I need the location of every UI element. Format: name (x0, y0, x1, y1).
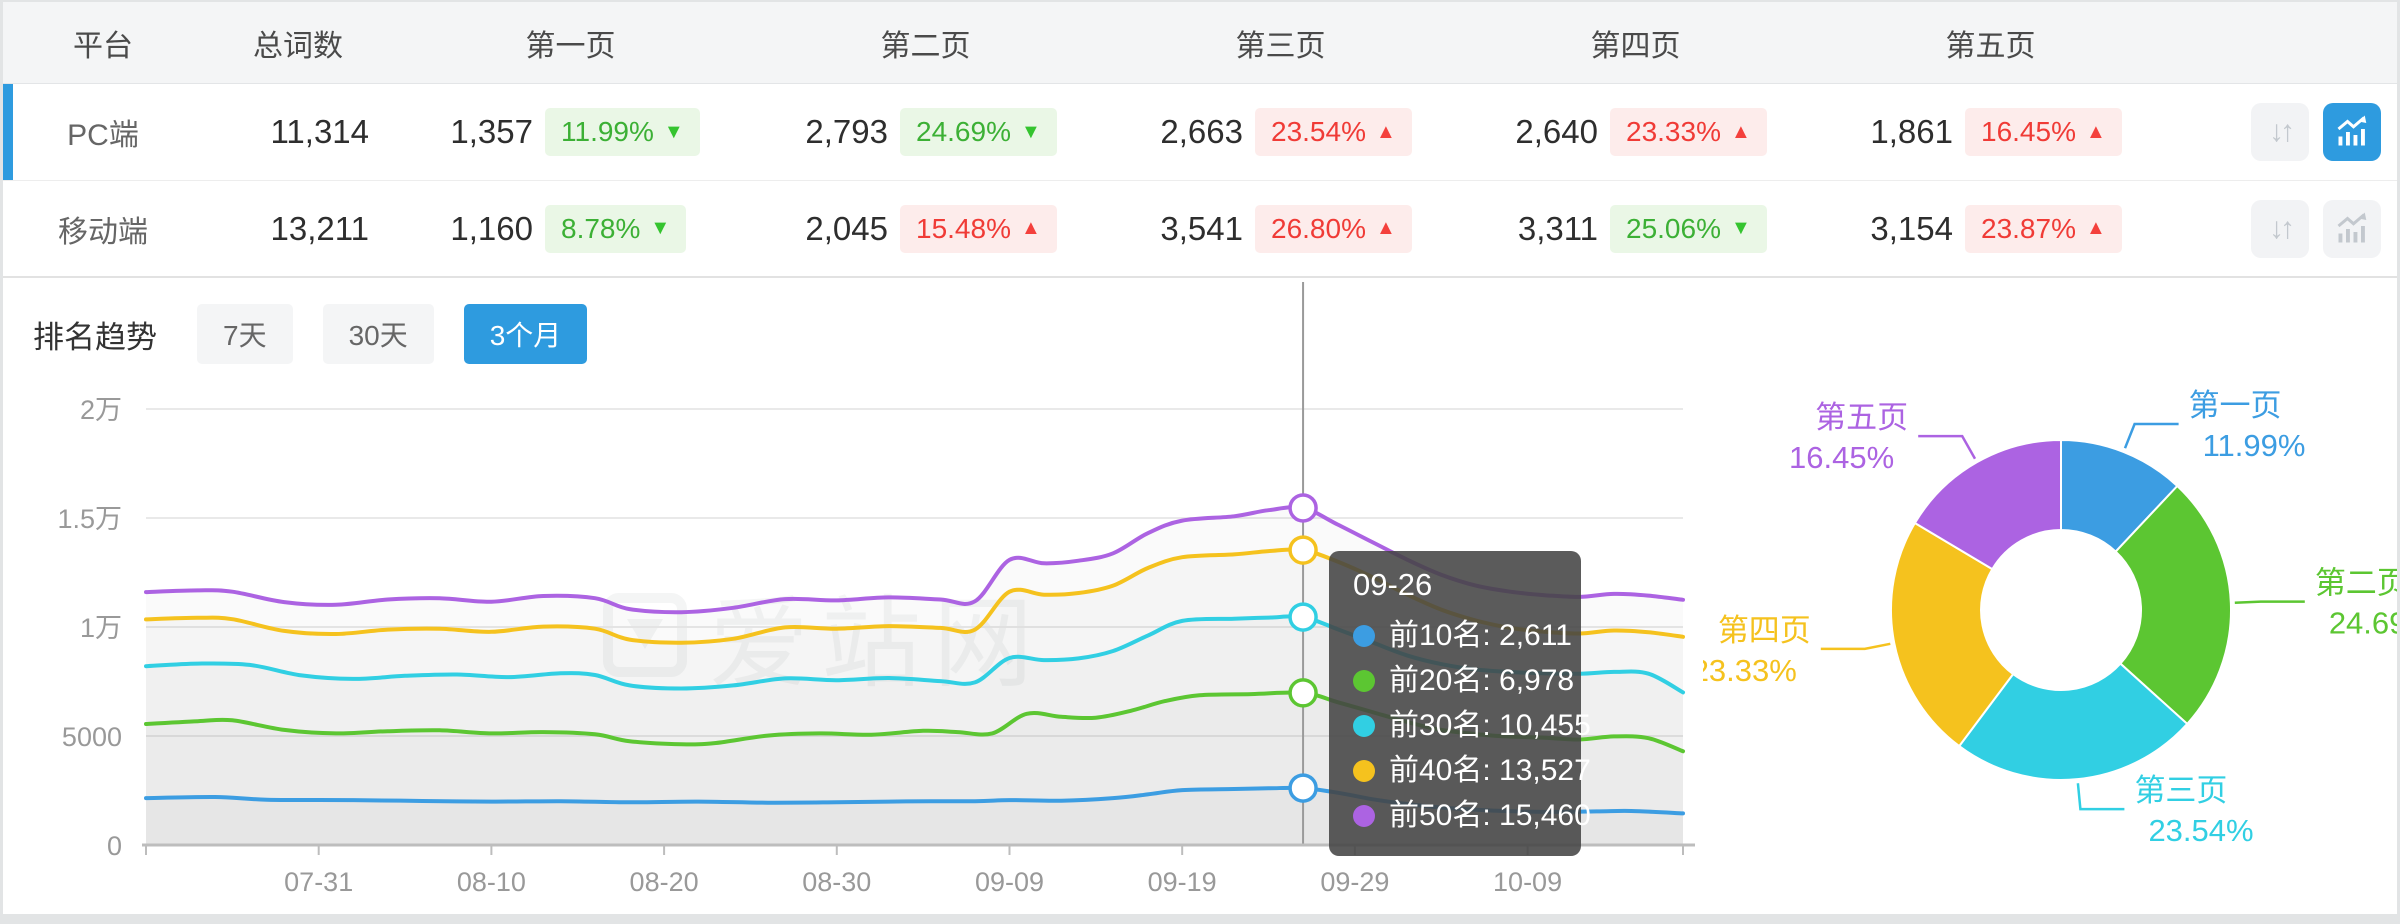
trend-title: 排名趋势 (33, 319, 157, 355)
trend-chart-button[interactable] (2323, 199, 2381, 258)
svg-text:第三页: 第三页 (2134, 773, 2227, 808)
svg-text:24.69%: 24.69% (2329, 606, 2397, 641)
page3-change-badge: 23.54% ▲ (1255, 108, 1412, 156)
series-dot-icon (1353, 714, 1375, 737)
trend-arrow-icon: ▲ (1730, 120, 1751, 143)
chart-trend-icon (2337, 212, 2367, 242)
series-dot-icon (1353, 804, 1375, 827)
svg-text:23.33%: 23.33% (1703, 653, 1797, 688)
svg-text:09-09: 09-09 (975, 867, 1044, 897)
svg-text:07-31: 07-31 (284, 867, 353, 897)
trend-arrow-icon: ▼ (1730, 217, 1751, 239)
page5-count: 3,154 (1870, 209, 1953, 247)
svg-text:11.99%: 11.99% (2203, 428, 2306, 463)
svg-text:第二页: 第二页 (2315, 566, 2397, 601)
trend-arrow-icon: ▲ (1020, 217, 1041, 239)
page4-change-badge: 23.33% ▲ (1610, 108, 1767, 156)
sort-arrows-icon: ↓↑ (2269, 211, 2295, 245)
page3-count: 2,663 (1160, 113, 1243, 150)
svg-text:08-30: 08-30 (802, 867, 871, 897)
page2-change-badge: 24.69% ▼ (900, 108, 1057, 156)
page5-change-badge: 23.87% ▲ (1965, 204, 2122, 253)
page1-count: 1,357 (450, 113, 533, 150)
trend-arrow-icon: ▲ (2085, 120, 2106, 143)
svg-text:5000: 5000 (62, 722, 122, 752)
table-row-mobile[interactable]: 移动端 13,211 1,160 8.78% ▼ 2,045 15.48% ▲ 3,54… (3, 181, 2397, 278)
svg-text:1万: 1万 (80, 613, 122, 643)
trend-arrow-icon: ▼ (1020, 120, 1041, 143)
col-page2: 第二页 (880, 29, 971, 63)
trend-arrow-icon: ▼ (663, 120, 684, 143)
col-page4: 第四页 (1590, 29, 1681, 63)
series-dot-icon (1353, 669, 1375, 692)
svg-text:第一页: 第一页 (2189, 388, 2282, 423)
sort-arrows-icon: ↓↑ (2269, 115, 2295, 148)
svg-text:第五页: 第五页 (1815, 400, 1908, 435)
tooltip-date: 09-26 (1353, 567, 1433, 602)
trend-arrow-icon: ▼ (650, 217, 671, 239)
chart-tooltip: 09-26 前10名: 2,611 前20名: 6,978 前30名: 10,4… (1329, 551, 1591, 856)
svg-text:23.54%: 23.54% (2148, 813, 2253, 848)
chart-trend-icon (2337, 115, 2367, 146)
summary-table: 平台 总词数 第一页 第二页 第三页 第四页 第五页 PC端 11,314 1,… (3, 2, 2397, 278)
col-page5: 第五页 (1945, 29, 2036, 63)
rank-trend-line-chart[interactable]: 07-31 08-10 08-20 08-30 09-09 09-19 09-29 10-09… (3, 266, 1703, 914)
tooltip-item: 前20名: 6,978 (1353, 658, 1574, 703)
sort-button[interactable]: ↓↑ (2251, 199, 2309, 258)
col-total: 总词数 (253, 29, 343, 63)
table-header: 平台 总词数 第一页 第二页 第三页 第四页 第五页 (3, 2, 2397, 84)
tooltip-item: 前50名: 15,460 (1353, 793, 1591, 838)
page1-count: 1,160 (450, 209, 533, 247)
page4-count: 3,311 (1517, 209, 1598, 247)
svg-text:0: 0 (107, 831, 122, 861)
tab-3months[interactable]: 3个月 (463, 304, 588, 364)
col-page1: 第一页 (525, 29, 616, 63)
svg-text:2万: 2万 (80, 395, 122, 425)
page3-change-badge: 26.80% ▲ (1255, 204, 1412, 253)
series-dot-icon (1353, 624, 1375, 647)
svg-text:10-09: 10-09 (1493, 867, 1562, 897)
col-platform: 平台 (73, 29, 133, 63)
page5-count: 1,861 (1870, 113, 1953, 150)
svg-text:09-29: 09-29 (1320, 867, 1389, 897)
trend-arrow-icon: ▲ (2085, 217, 2106, 239)
trend-toolbar: 排名趋势 7天 30天 3个月 (33, 304, 2397, 364)
table-row-pc[interactable]: PC端 11,314 1,357 11.99% ▼ 2,793 24.69% ▼ 2,6… (3, 84, 2397, 181)
svg-text:08-20: 08-20 (630, 867, 699, 897)
svg-text:08-10: 08-10 (457, 867, 526, 897)
tab-30days[interactable]: 30天 (322, 304, 434, 364)
trend-chart-button[interactable] (2323, 103, 2381, 161)
page2-change-badge: 15.48% ▲ (900, 204, 1057, 253)
dashboard-panel: 平台 总词数 第一页 第二页 第三页 第四页 第五页 PC端 11,314 1,… (3, 2, 2397, 914)
svg-text:16.45%: 16.45% (1789, 440, 1894, 475)
total-words: 11,314 (270, 113, 369, 150)
row-selected-indicator (3, 84, 13, 180)
tab-7days[interactable]: 7天 (197, 304, 293, 364)
page3-count: 3,541 (1160, 209, 1243, 247)
svg-text:第四页: 第四页 (1718, 613, 1811, 648)
total-words: 13,211 (270, 209, 369, 247)
tooltip-item: 前30名: 10,455 (1353, 703, 1591, 748)
col-page3: 第三页 (1235, 29, 1326, 63)
page4-change-badge: 25.06% ▼ (1610, 204, 1767, 253)
page5-change-badge: 16.45% ▲ (1965, 108, 2122, 156)
page2-count: 2,793 (805, 113, 888, 150)
page2-count: 2,045 (805, 209, 888, 247)
page4-count: 2,640 (1515, 113, 1598, 150)
page1-change-badge: 11.99% ▼ (545, 108, 700, 156)
svg-text:1.5万: 1.5万 (57, 504, 122, 534)
page-distribution-donut-chart[interactable]: 第一页 11.99% 第二页 24.69% 第三页 23.54% 第四页 23.33% 第五页 1… (1703, 266, 2397, 914)
platform-label: PC端 (67, 119, 139, 152)
platform-label: 移动端 (58, 215, 148, 249)
tooltip-item: 前40名: 13,527 (1353, 748, 1591, 793)
series-dot-icon (1353, 759, 1375, 782)
trend-arrow-icon: ▲ (1375, 120, 1396, 143)
trend-arrow-icon: ▲ (1375, 217, 1396, 239)
page1-change-badge: 8.78% ▼ (545, 204, 687, 253)
sort-button[interactable]: ↓↑ (2251, 103, 2309, 161)
svg-text:09-19: 09-19 (1148, 867, 1217, 897)
tooltip-item: 前10名: 2,611 (1353, 613, 1572, 658)
charts-area: 爱站网 07-3108-1008-2008-3009-0909-1909-291… (3, 266, 2397, 914)
